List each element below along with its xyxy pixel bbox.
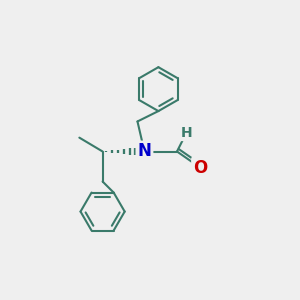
Text: H: H: [181, 126, 192, 140]
Text: O: O: [193, 159, 207, 177]
Text: N: N: [137, 142, 152, 160]
